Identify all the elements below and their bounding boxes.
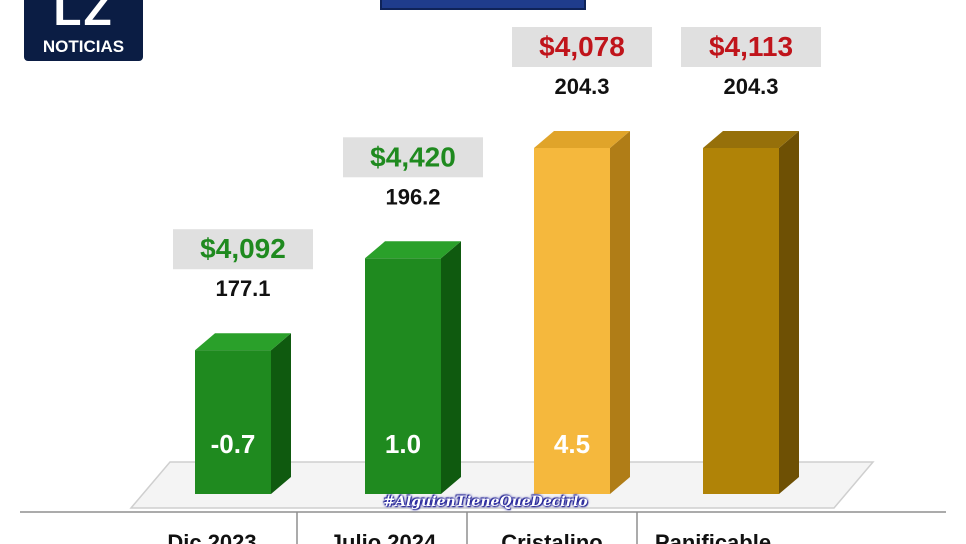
value-label: 204.3 bbox=[554, 74, 609, 99]
category-label: Panificable bbox=[655, 530, 771, 544]
bar-top bbox=[365, 241, 461, 259]
bar-front bbox=[534, 148, 610, 494]
bar-top bbox=[534, 131, 630, 148]
logo-mark: LZ bbox=[53, 0, 114, 35]
bar-side bbox=[610, 131, 630, 494]
chart-bars: -0.7 1.0 4.5 bbox=[195, 131, 799, 494]
bar-1: -0.7 bbox=[195, 333, 291, 494]
chart-labels: 177.1 $4,092 Dic 2023 196.2 $4,420 Julio 2024… bbox=[167, 27, 821, 544]
price-box bbox=[512, 27, 652, 67]
bar-side bbox=[271, 333, 291, 494]
price-box bbox=[343, 137, 483, 178]
category-label: Dic 2023 bbox=[167, 530, 256, 544]
value-label: 196.2 bbox=[385, 184, 440, 209]
price-label: $4,113 bbox=[709, 31, 793, 62]
bar-top bbox=[195, 333, 291, 351]
brand-logo: LZ NOTICIAS bbox=[24, 0, 143, 61]
bar-front bbox=[365, 258, 441, 494]
bar-front bbox=[703, 148, 779, 494]
bar-4 bbox=[703, 131, 799, 494]
floor-plane bbox=[129, 461, 875, 509]
value-label: 177.1 bbox=[215, 276, 270, 301]
bar-3: 4.5 bbox=[534, 131, 630, 494]
top-banner bbox=[380, 0, 586, 10]
bar-inner-label: -0.7 bbox=[211, 429, 256, 459]
bar-front bbox=[195, 350, 271, 494]
bar-inner-label: 1.0 bbox=[385, 429, 421, 459]
value-label: 204.3 bbox=[723, 74, 778, 99]
price-label: $4,420 bbox=[370, 141, 456, 172]
bar-side bbox=[441, 241, 461, 494]
bar-side bbox=[779, 131, 799, 494]
price-box bbox=[681, 27, 821, 67]
bar-inner-label: 4.5 bbox=[554, 429, 590, 459]
price-label: $4,092 bbox=[200, 233, 286, 264]
hashtag-watermark: #AlguienTieneQueDecirlo bbox=[383, 494, 588, 510]
logo-name: NOTICIAS bbox=[42, 37, 125, 56]
price-label: $4,078 bbox=[539, 31, 625, 62]
category-label: Julio 2024 bbox=[330, 530, 437, 544]
bar-2: 1.0 bbox=[365, 241, 461, 494]
category-label: Cristalino bbox=[501, 530, 602, 544]
chart-floor bbox=[20, 461, 946, 544]
price-box bbox=[173, 229, 313, 270]
bar-top bbox=[703, 131, 799, 148]
